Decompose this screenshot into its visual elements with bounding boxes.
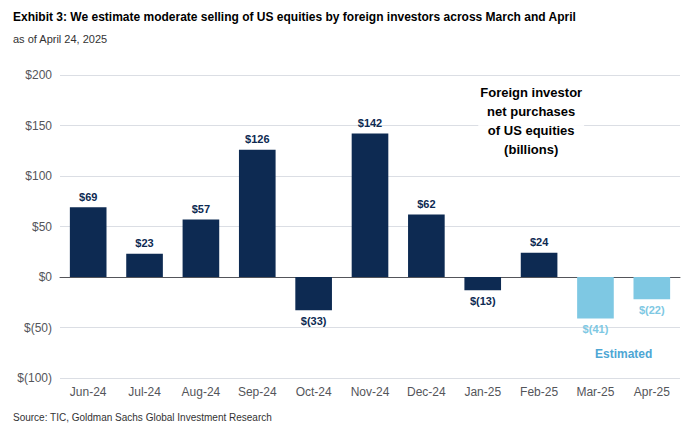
svg-text:Jan-25: Jan-25 <box>464 385 501 399</box>
svg-text:$126: $126 <box>245 133 269 145</box>
svg-text:$69: $69 <box>79 191 97 203</box>
svg-text:$(33): $(33) <box>301 315 327 327</box>
svg-text:Sep-24: Sep-24 <box>238 385 277 399</box>
svg-text:Apr-25: Apr-25 <box>634 385 670 399</box>
svg-text:Source: TIC, Goldman Sachs Glo: Source: TIC, Goldman Sachs Global Invest… <box>13 412 272 423</box>
svg-text:$(13): $(13) <box>470 295 496 307</box>
svg-text:Foreign investor: Foreign investor <box>480 85 582 100</box>
svg-text:$50: $50 <box>32 220 52 234</box>
svg-text:$(100): $(100) <box>17 371 52 385</box>
svg-text:Jun-24: Jun-24 <box>70 385 107 399</box>
svg-text:$23: $23 <box>135 237 153 249</box>
svg-text:Oct-24: Oct-24 <box>296 385 332 399</box>
svg-text:Feb-25: Feb-25 <box>520 385 558 399</box>
svg-text:(billions): (billions) <box>504 142 558 157</box>
svg-text:$150: $150 <box>25 119 52 133</box>
svg-text:$57: $57 <box>192 203 210 215</box>
svg-text:$(22): $(22) <box>639 304 665 316</box>
svg-text:Mar-25: Mar-25 <box>576 385 614 399</box>
svg-text:Exhibit 3: We estimate moderat: Exhibit 3: We estimate moderate selling … <box>13 10 576 24</box>
svg-text:$100: $100 <box>25 169 52 183</box>
svg-text:Jul-24: Jul-24 <box>128 385 161 399</box>
svg-text:Dec-24: Dec-24 <box>407 385 446 399</box>
svg-text:Nov-24: Nov-24 <box>351 385 390 399</box>
svg-text:as of April 24, 2025: as of April 24, 2025 <box>13 33 107 45</box>
svg-text:$0: $0 <box>39 270 53 284</box>
svg-text:$(41): $(41) <box>583 323 609 335</box>
svg-text:$62: $62 <box>417 198 435 210</box>
svg-text:of US equities: of US equities <box>488 123 575 138</box>
svg-text:Estimated: Estimated <box>595 347 652 361</box>
svg-text:Aug-24: Aug-24 <box>182 385 221 399</box>
svg-text:net purchases: net purchases <box>487 104 575 119</box>
svg-text:$142: $142 <box>358 117 382 129</box>
svg-text:$200: $200 <box>25 68 52 82</box>
svg-text:$(50): $(50) <box>24 321 52 335</box>
svg-text:$24: $24 <box>530 236 549 248</box>
